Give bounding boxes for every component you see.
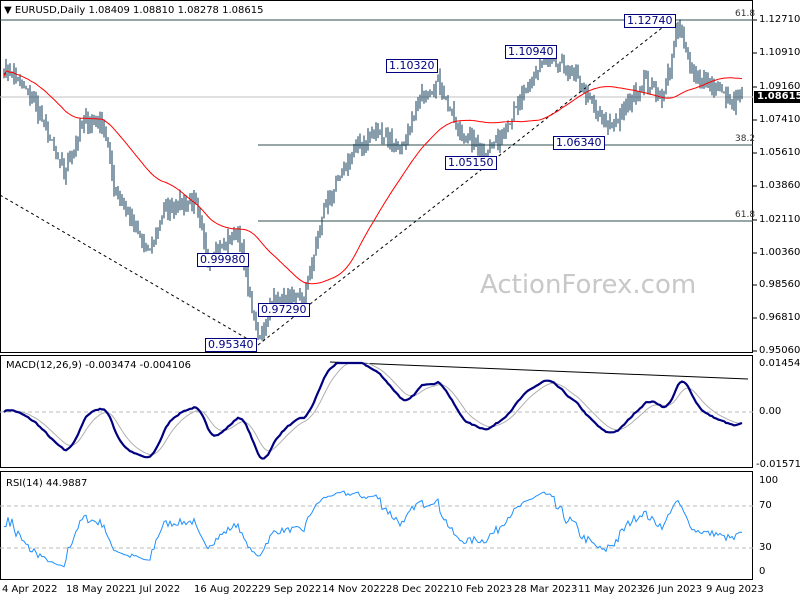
rsi-panel bbox=[0, 471, 753, 580]
pivot-label: 1.10320 bbox=[386, 59, 438, 73]
date-tick: 1 Jul 2022 bbox=[130, 584, 181, 595]
rsi-line bbox=[4, 490, 743, 568]
macd-title: MACD(12,26,9) -0.003474 -0.004106 bbox=[6, 360, 191, 371]
symbol-title: EURUSD,Daily bbox=[14, 5, 86, 16]
price-tick: 1.07410 bbox=[759, 114, 800, 125]
date-tick: 29 Sep 2022 bbox=[258, 584, 322, 595]
price-panel bbox=[0, 0, 753, 353]
pivot-label: 0.97290 bbox=[258, 303, 310, 317]
date-tick: 26 Jun 2023 bbox=[642, 584, 703, 595]
rsi-tick: 0 bbox=[759, 566, 766, 577]
moving-average-line bbox=[3, 70, 743, 285]
pivot-label: 0.95340 bbox=[205, 338, 257, 352]
price-tick: 1.09160 bbox=[759, 81, 800, 92]
date-tick: 28 Dec 2022 bbox=[386, 584, 450, 595]
date-tick: 14 Nov 2022 bbox=[322, 584, 387, 595]
macd-signal-line bbox=[3, 362, 742, 455]
macd-line bbox=[3, 361, 743, 460]
rsi-tick: 100 bbox=[759, 475, 779, 486]
current-price-marker: 1.08615 bbox=[754, 91, 800, 103]
date-tick: 18 May 2022 bbox=[66, 584, 132, 595]
macd-tick: 0.014549 bbox=[759, 358, 800, 369]
price-tick: 0.95060 bbox=[759, 345, 800, 356]
price-tick: 1.00360 bbox=[759, 247, 800, 258]
macd-trend-line bbox=[329, 361, 749, 380]
pivot-label: 1.10940 bbox=[505, 45, 557, 59]
price-tick: 0.98560 bbox=[759, 279, 800, 290]
date-tick: 4 Apr 2022 bbox=[2, 584, 58, 595]
fib-label: 61.8 bbox=[735, 210, 756, 220]
date-tick: 10 Feb 2023 bbox=[450, 584, 513, 595]
price-tick: 1.03860 bbox=[759, 180, 800, 191]
chart-header: ▼ EURUSD,Daily 1.08409 1.08810 1.08278 1… bbox=[4, 5, 264, 16]
rsi-tick: 70 bbox=[759, 500, 772, 511]
price-tick: 1.12710 bbox=[759, 14, 800, 25]
pivot-label: 1.06340 bbox=[553, 136, 605, 150]
pivot-label: 1.12740 bbox=[624, 14, 676, 28]
macd-tick: 0.00 bbox=[759, 406, 782, 417]
pivot-label: 0.99980 bbox=[197, 253, 249, 267]
rsi-title: RSI(14) 44.9887 bbox=[6, 478, 88, 489]
price-tick: 1.10910 bbox=[759, 47, 800, 58]
price-tick: 1.02110 bbox=[759, 214, 800, 225]
macd-tick: -0.015712 bbox=[756, 459, 800, 470]
watermark: ActionForex.com bbox=[480, 270, 697, 300]
trend-line bbox=[257, 19, 673, 346]
date-tick: 11 May 2023 bbox=[578, 584, 644, 595]
rsi-tick: 30 bbox=[759, 542, 772, 553]
trend-line bbox=[0, 194, 259, 346]
date-tick: 28 Mar 2023 bbox=[514, 584, 578, 595]
pivot-label: 1.05150 bbox=[445, 156, 497, 170]
fib-label: 38.2 bbox=[735, 134, 756, 144]
ohlc-readout: 1.08409 1.08810 1.08278 1.08615 bbox=[88, 5, 264, 16]
date-tick: 9 Aug 2023 bbox=[706, 584, 764, 595]
date-tick: 16 Aug 2022 bbox=[194, 584, 259, 595]
fib-label: 61.8 bbox=[735, 9, 756, 19]
price-tick: 1.05610 bbox=[759, 147, 800, 158]
price-tick: 0.96810 bbox=[759, 312, 800, 323]
